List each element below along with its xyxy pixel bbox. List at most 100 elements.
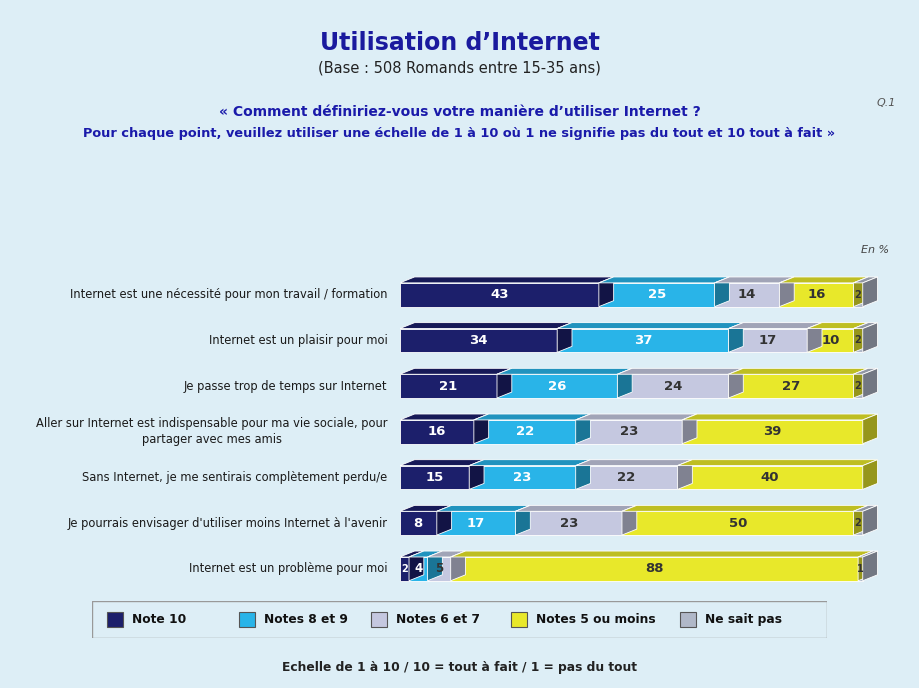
Bar bbox=[854, 283, 863, 307]
Bar bbox=[729, 329, 807, 352]
Polygon shape bbox=[497, 368, 512, 398]
Polygon shape bbox=[470, 460, 484, 489]
Bar bbox=[729, 374, 854, 398]
Polygon shape bbox=[450, 551, 873, 557]
Polygon shape bbox=[400, 460, 484, 466]
Polygon shape bbox=[599, 277, 730, 283]
Polygon shape bbox=[618, 368, 743, 374]
Polygon shape bbox=[729, 323, 822, 329]
Text: Je pourrais envisager d'utiliser moins Internet à l'avenir: Je pourrais envisager d'utiliser moins I… bbox=[67, 517, 388, 530]
Text: Aller sur Internet est indispensable pour ma vie sociale, pour
partager avec mes: Aller sur Internet est indispensable pou… bbox=[36, 418, 388, 447]
Text: 8: 8 bbox=[414, 517, 423, 530]
Text: 22: 22 bbox=[618, 471, 636, 484]
Text: Sans Internet, je me sentirais complètement perdu/e: Sans Internet, je me sentirais complètem… bbox=[82, 471, 388, 484]
Bar bbox=[497, 374, 618, 398]
Polygon shape bbox=[729, 368, 868, 374]
Text: 2: 2 bbox=[855, 381, 861, 391]
Polygon shape bbox=[807, 323, 822, 352]
Text: 25: 25 bbox=[648, 288, 666, 301]
Polygon shape bbox=[729, 368, 743, 398]
Text: 2: 2 bbox=[855, 518, 861, 528]
Polygon shape bbox=[715, 277, 794, 283]
Bar bbox=[599, 283, 715, 307]
Polygon shape bbox=[437, 506, 451, 535]
Text: 34: 34 bbox=[470, 334, 488, 347]
Text: Internet est un plaisir pour moi: Internet est un plaisir pour moi bbox=[209, 334, 388, 347]
Bar bbox=[618, 374, 729, 398]
Text: 5: 5 bbox=[435, 562, 443, 575]
Text: Utilisation d’Internet: Utilisation d’Internet bbox=[320, 31, 599, 55]
Text: 1: 1 bbox=[857, 564, 864, 574]
Polygon shape bbox=[516, 506, 530, 535]
Bar bbox=[400, 557, 409, 581]
Polygon shape bbox=[599, 277, 614, 307]
Text: Notes 8 et 9: Notes 8 et 9 bbox=[264, 613, 347, 626]
Polygon shape bbox=[622, 506, 637, 535]
Text: Notes 5 ou moins: Notes 5 ou moins bbox=[536, 613, 655, 626]
Text: 14: 14 bbox=[738, 288, 756, 301]
Text: 43: 43 bbox=[490, 288, 508, 301]
Polygon shape bbox=[474, 414, 489, 444]
Text: 2: 2 bbox=[855, 290, 861, 300]
Bar bbox=[715, 283, 779, 307]
Polygon shape bbox=[400, 368, 512, 374]
Polygon shape bbox=[575, 414, 697, 420]
Bar bbox=[516, 511, 622, 535]
Text: 16: 16 bbox=[427, 425, 446, 438]
Text: Q.1: Q.1 bbox=[877, 98, 896, 108]
Polygon shape bbox=[854, 368, 878, 374]
Bar bbox=[239, 612, 255, 627]
Polygon shape bbox=[863, 368, 878, 398]
Bar bbox=[427, 557, 450, 581]
Polygon shape bbox=[863, 277, 878, 307]
Bar bbox=[680, 612, 697, 627]
Bar bbox=[557, 329, 729, 352]
Polygon shape bbox=[807, 323, 868, 329]
Polygon shape bbox=[677, 460, 878, 466]
Polygon shape bbox=[622, 506, 868, 511]
Text: 10: 10 bbox=[822, 334, 840, 347]
Text: Echelle de 1 à 10 / 10 = tout à fait / 1 = pas du tout: Echelle de 1 à 10 / 10 = tout à fait / 1… bbox=[282, 661, 637, 674]
Polygon shape bbox=[677, 460, 692, 489]
Polygon shape bbox=[863, 551, 878, 581]
Text: 40: 40 bbox=[761, 471, 779, 484]
Polygon shape bbox=[557, 323, 572, 352]
Text: 2: 2 bbox=[855, 336, 861, 345]
Text: 27: 27 bbox=[782, 380, 800, 393]
Text: (Base : 508 Romands entre 15-35 ans): (Base : 508 Romands entre 15-35 ans) bbox=[318, 61, 601, 76]
Bar bbox=[409, 557, 427, 581]
Polygon shape bbox=[575, 460, 692, 466]
Bar bbox=[400, 511, 437, 535]
Text: Internet est un problème pour moi: Internet est un problème pour moi bbox=[189, 562, 388, 575]
Polygon shape bbox=[854, 506, 878, 511]
Text: 4: 4 bbox=[414, 562, 423, 575]
Polygon shape bbox=[557, 323, 743, 329]
Bar bbox=[107, 612, 123, 627]
Polygon shape bbox=[400, 323, 572, 329]
Text: 23: 23 bbox=[619, 425, 638, 438]
Bar bbox=[858, 557, 863, 581]
Polygon shape bbox=[863, 414, 878, 444]
Polygon shape bbox=[437, 506, 530, 511]
Text: 17: 17 bbox=[759, 334, 777, 347]
Polygon shape bbox=[779, 277, 868, 283]
Text: Note 10: Note 10 bbox=[131, 613, 186, 626]
Polygon shape bbox=[575, 460, 591, 489]
Polygon shape bbox=[682, 414, 878, 420]
Polygon shape bbox=[682, 414, 697, 444]
Bar bbox=[511, 612, 528, 627]
Polygon shape bbox=[409, 551, 424, 581]
Polygon shape bbox=[854, 323, 878, 329]
Bar bbox=[854, 511, 863, 535]
Bar bbox=[371, 612, 388, 627]
Bar bbox=[682, 420, 863, 444]
Polygon shape bbox=[497, 368, 632, 374]
Polygon shape bbox=[863, 323, 878, 352]
Polygon shape bbox=[854, 506, 868, 535]
Bar bbox=[622, 511, 854, 535]
Bar bbox=[437, 511, 516, 535]
Polygon shape bbox=[516, 506, 637, 511]
Text: 23: 23 bbox=[560, 517, 578, 530]
Bar bbox=[854, 329, 863, 352]
Bar bbox=[854, 374, 863, 398]
